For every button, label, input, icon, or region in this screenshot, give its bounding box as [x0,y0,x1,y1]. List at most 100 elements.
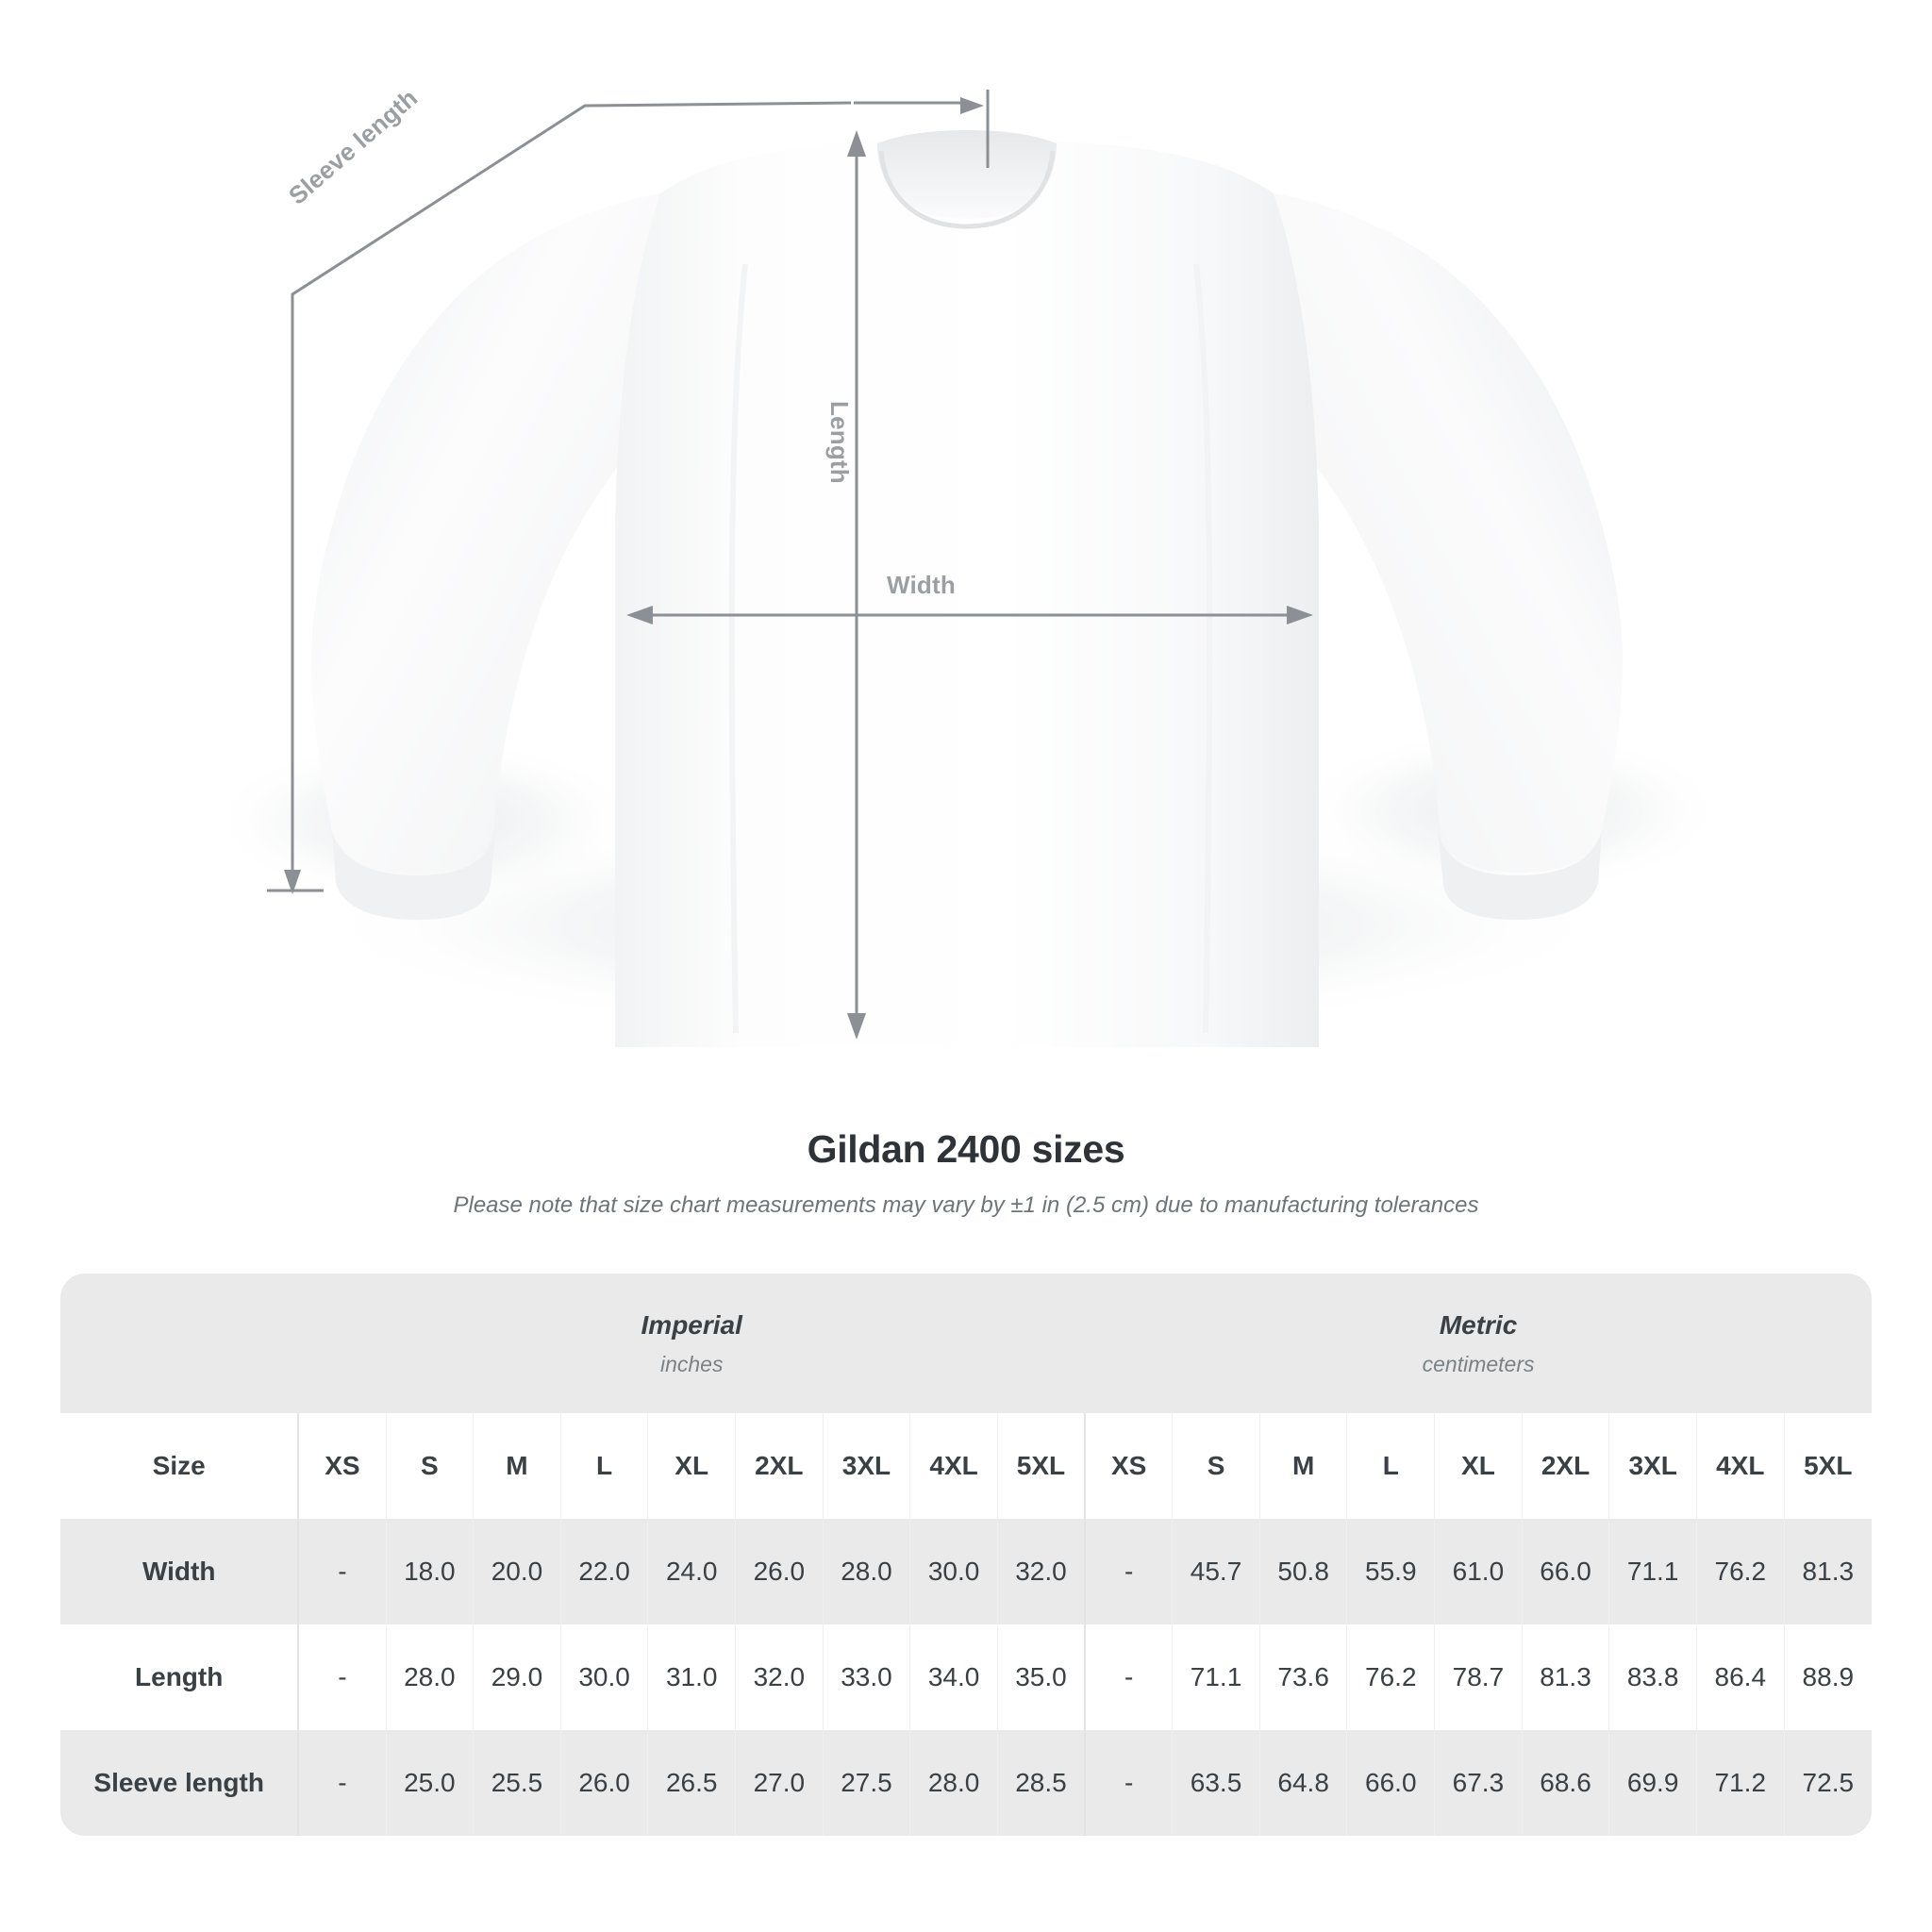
cell-length-imp-4xl: 34.0 [909,1624,998,1730]
body-fold-left [728,263,748,1034]
size-col-met-3xl: 3XL [1608,1413,1697,1519]
cell-width-met-m: 50.8 [1259,1519,1348,1624]
cell-length-met-3xl: 83.8 [1608,1624,1697,1730]
unit-group-row: Imperial inches Metric centimeters [60,1274,1872,1413]
unit-corner-spacer [60,1274,299,1413]
unit-group-metric-sub: centimeters [1422,1351,1535,1376]
cell-width-met-3xl: 71.1 [1608,1519,1697,1624]
cell-width-imp-2xl: 26.0 [735,1519,824,1624]
size-col-met-xs: XS [1085,1413,1174,1519]
cell-width-imp-4xl: 30.0 [909,1519,998,1624]
size-col-met-4xl: 4XL [1696,1413,1785,1519]
shirt-diagram-svg [208,90,1726,1047]
garment-illustration: Sleeve length Length Width [208,83,1726,1047]
cell-length-met-s: 71.1 [1172,1624,1260,1730]
size-col-met-l: L [1346,1413,1436,1519]
unit-group-metric-name: Metric [1439,1309,1518,1340]
size-col-imp-4xl: 4XL [909,1413,998,1519]
unit-group-imperial: Imperial inches [298,1274,1086,1413]
body-fold-right [1193,263,1213,1034]
table-row: Length - 28.0 29.0 30.0 31.0 32.0 33.0 3… [60,1624,1872,1730]
cell-sleeve-met-l: 66.0 [1346,1730,1436,1836]
cell-width-met-5xl: 81.3 [1784,1519,1872,1624]
collar-ribbing [878,150,1056,229]
collar [877,130,1057,219]
table-row: Sleeve length - 25.0 25.5 26.0 26.5 27.0… [60,1730,1872,1836]
cell-length-met-xs: - [1085,1624,1174,1730]
cell-sleeve-met-s: 63.5 [1172,1730,1260,1836]
right-sleeve [1274,193,1623,873]
cell-width-imp-m: 20.0 [473,1519,561,1624]
cell-width-met-4xl: 76.2 [1696,1519,1785,1624]
cell-sleeve-imp-s: 25.0 [386,1730,475,1836]
cell-length-met-xl: 78.7 [1434,1624,1523,1730]
size-col-imp-l: L [560,1413,649,1519]
size-col-imp-xs: XS [298,1413,387,1519]
cell-sleeve-met-3xl: 69.9 [1608,1730,1697,1836]
width-arrowhead-left [626,606,653,625]
cell-length-imp-xs: - [298,1624,387,1730]
cell-length-met-5xl: 88.9 [1784,1624,1872,1730]
size-col-imp-3xl: 3XL [823,1413,911,1519]
cell-length-imp-3xl: 33.0 [823,1624,911,1730]
cell-width-met-xl: 61.0 [1434,1519,1523,1624]
cell-length-met-2xl: 81.3 [1522,1624,1610,1730]
page-subtitle: Please note that size chart measurements… [453,1192,1479,1218]
unit-group-imperial-sub: inches [659,1351,724,1376]
size-col-imp-s: S [386,1413,475,1519]
size-col-met-m: M [1259,1413,1348,1519]
cell-width-met-2xl: 66.0 [1522,1519,1610,1624]
length-arrowhead-down [847,1013,866,1040]
left-cuff [332,826,496,920]
cell-length-imp-l: 30.0 [560,1624,649,1730]
right-cuff [1438,826,1602,920]
size-header-label: Size [60,1413,300,1519]
unit-group-imperial-name: Imperial [641,1309,742,1340]
cell-sleeve-met-4xl: 71.2 [1696,1730,1785,1836]
cell-width-imp-xl: 24.0 [647,1519,736,1624]
cell-sleeve-imp-4xl: 28.0 [909,1730,998,1836]
cell-width-imp-s: 18.0 [386,1519,475,1624]
shirt-body [615,140,1319,1047]
cell-length-imp-2xl: 32.0 [735,1624,824,1730]
cell-width-met-s: 45.7 [1172,1519,1260,1624]
size-header-row: Size XS S M L XL 2XL 3XL 4XL 5XL XS S M … [60,1413,1872,1519]
row-label-width: Width [60,1519,300,1624]
size-col-imp-2xl: 2XL [735,1413,824,1519]
cell-length-imp-m: 29.0 [473,1624,561,1730]
page-title: Gildan 2400 sizes [807,1127,1125,1171]
cell-sleeve-met-2xl: 68.6 [1522,1730,1610,1836]
cell-sleeve-imp-l: 26.0 [560,1730,649,1836]
cell-width-imp-3xl: 28.0 [823,1519,911,1624]
cell-length-imp-xl: 31.0 [647,1624,736,1730]
row-label-length: Length [60,1624,300,1730]
size-col-met-xl: XL [1434,1413,1523,1519]
cell-sleeve-met-xs: - [1085,1730,1174,1836]
size-col-met-s: S [1172,1413,1260,1519]
cell-length-met-4xl: 86.4 [1696,1624,1785,1730]
unit-group-metric: Metric centimeters [1085,1274,1872,1413]
cell-width-imp-l: 22.0 [560,1519,649,1624]
size-col-met-5xl: 5XL [1784,1413,1872,1519]
size-table-container: Imperial inches Metric centimeters Size … [60,1274,1872,1836]
size-col-met-2xl: 2XL [1522,1413,1610,1519]
cell-sleeve-imp-xs: - [298,1730,387,1836]
cell-length-imp-5xl: 35.0 [997,1624,1087,1730]
cell-length-met-l: 76.2 [1346,1624,1436,1730]
cell-length-met-m: 73.6 [1259,1624,1348,1730]
row-label-sleeve-length: Sleeve length [60,1730,300,1836]
cell-width-imp-5xl: 32.0 [997,1519,1087,1624]
sleeve-length-line [291,101,852,887]
cell-sleeve-imp-5xl: 28.5 [997,1730,1087,1836]
size-table: Imperial inches Metric centimeters Size … [60,1274,1872,1836]
size-col-imp-m: M [473,1413,561,1519]
cell-sleeve-imp-2xl: 27.0 [735,1730,824,1836]
cell-sleeve-imp-3xl: 27.5 [823,1730,911,1836]
cell-sleeve-met-5xl: 72.5 [1784,1730,1872,1836]
sleeve-arrowhead-down [284,870,301,894]
cell-sleeve-imp-xl: 26.5 [647,1730,736,1836]
size-col-imp-5xl: 5XL [997,1413,1087,1519]
length-label: Length [825,401,854,484]
table-row: Width - 18.0 20.0 22.0 24.0 26.0 28.0 30… [60,1519,1872,1624]
